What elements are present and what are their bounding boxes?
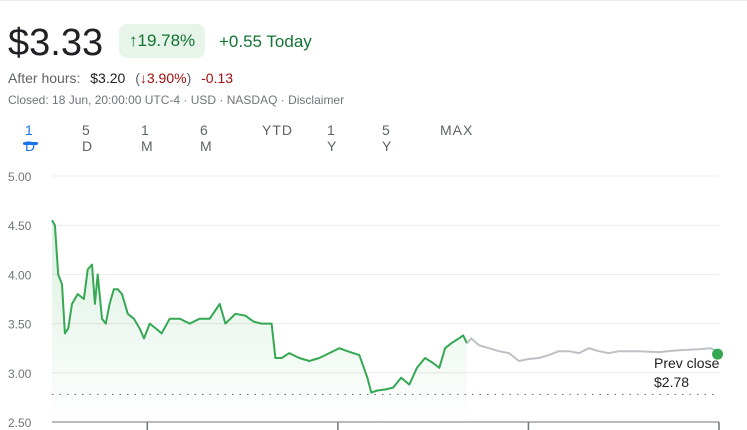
prev-close-label: Prev close $2.78 (654, 354, 719, 392)
price-chart[interactable]: 5.00 4.50 4.00 3.50 3.00 2.50 (0, 160, 747, 430)
arrow-up-icon: ↑ (129, 31, 138, 50)
tab-ytd[interactable]: YTD (262, 122, 293, 138)
after-hours-line (466, 337, 718, 362)
regular-session-area (52, 220, 467, 422)
paren-close: ) (186, 70, 192, 86)
last-price-dot (712, 348, 724, 360)
paren-open: ( (135, 70, 140, 86)
tab-6m[interactable]: 6 M (200, 122, 213, 154)
after-hours-pct: 3.90% (146, 70, 187, 86)
tab-1m[interactable]: 1 M (141, 122, 154, 154)
top-divider (0, 0, 747, 1)
y-tick-label: 5.00 (8, 170, 32, 184)
regular-session-line (51, 219, 468, 394)
prev-close-text: Prev close (654, 355, 720, 371)
change-percent: 19.78% (137, 31, 196, 50)
tab-5y[interactable]: 5 Y (382, 122, 393, 154)
prev-close-value: $2.78 (654, 374, 690, 390)
arrow-down-icon: ↓ (139, 70, 147, 86)
y-tick-label: 3.00 (8, 367, 32, 381)
after-hours-row: After hours: $3.20 (↓3.90%) -0.13 (8, 70, 233, 86)
tab-max[interactable]: MAX (440, 122, 474, 138)
y-tick-label: 4.50 (8, 219, 32, 233)
y-tick-label: 2.50 (8, 416, 32, 430)
tab-5d[interactable]: 5 D (82, 122, 94, 154)
y-tick-label: 3.50 (8, 318, 32, 332)
change-percent-badge: ↑19.78% (119, 24, 206, 58)
y-tick-label: 4.00 (8, 268, 32, 282)
market-status: Closed: 18 Jun, 20:00:00 UTC-4 · USD · N… (8, 93, 345, 107)
tab-1d[interactable]: 1 D (22, 122, 39, 154)
change-today: +0.55 Today (219, 32, 312, 51)
current-price: $3.33 (8, 22, 104, 64)
after-hours-price: $3.20 (90, 70, 126, 86)
tab-1y[interactable]: 1 Y (327, 122, 338, 154)
after-hours-label: After hours: (8, 70, 81, 86)
after-hours-change: -0.13 (201, 70, 234, 86)
